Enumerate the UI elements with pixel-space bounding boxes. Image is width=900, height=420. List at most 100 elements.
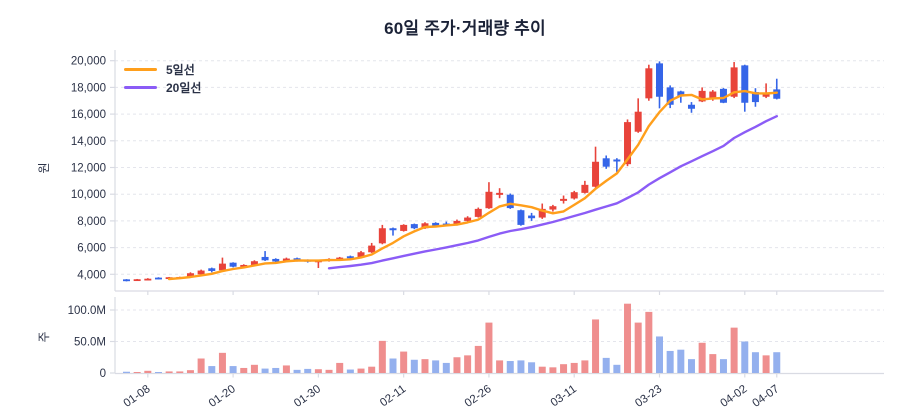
volume-bar (325, 369, 333, 373)
volume-bar (229, 366, 237, 373)
candle-down (229, 262, 237, 267)
volume-bar (240, 367, 248, 373)
ma20-line-swatch (124, 85, 157, 89)
volume-bar (368, 366, 376, 373)
volume-bar (410, 359, 418, 373)
ma20-legend-label: 20일선 (166, 80, 202, 95)
volume-bar (602, 357, 610, 373)
volume-bar (773, 352, 781, 373)
volume-bar (656, 336, 663, 373)
price-tick-label: 18,000 (71, 82, 106, 94)
x-axis-date-label: 04-02 (719, 383, 750, 410)
volume-bar (751, 352, 759, 373)
volume-tick-label: 0 (100, 368, 106, 380)
volume-bar (549, 367, 557, 373)
volume-bar (592, 319, 600, 373)
legend-item-ma20[interactable]: 20일선 (124, 78, 201, 96)
candle-up (378, 228, 386, 244)
volume-bar (421, 359, 429, 373)
price-tick-label: 4,000 (77, 269, 106, 281)
candle-up (197, 270, 205, 275)
price-tick-label: 6,000 (77, 243, 106, 255)
candle-up (186, 273, 194, 278)
volume-bar (250, 364, 258, 373)
volume-bar (154, 372, 162, 373)
volume-bar (314, 369, 322, 373)
candle-up (592, 161, 600, 187)
volume-bar (517, 360, 525, 373)
price-tick-label: 20,000 (71, 56, 106, 68)
volume-bar (762, 355, 770, 373)
candle-up (538, 208, 546, 218)
candle-down (613, 159, 621, 162)
volume-bar (144, 370, 152, 373)
candle-down (261, 256, 269, 261)
candle-up (453, 220, 461, 225)
candle-up (133, 279, 141, 282)
volume-bar (709, 354, 717, 373)
candle-up (730, 67, 738, 97)
volume-bar (698, 342, 706, 373)
candle-up (645, 68, 653, 99)
candle-up (496, 192, 504, 195)
candle-down (272, 258, 280, 262)
volume-bar (123, 371, 130, 373)
candle-up (282, 258, 290, 262)
candle-down (677, 91, 685, 97)
volume-bar (432, 360, 440, 373)
ma5-line (167, 89, 778, 281)
candle-down (410, 224, 418, 229)
price-tick-label: 8,000 (77, 216, 106, 228)
volume-axis-unit-label: 주 (37, 331, 51, 342)
candle-up (421, 223, 429, 229)
volume-bar (293, 369, 301, 373)
volume-tick-label: 100.0M (68, 305, 106, 317)
volume-bar (613, 364, 621, 373)
volume-bar (634, 322, 642, 373)
candle-up (400, 224, 408, 231)
x-axis-date-label: 01-08 (122, 383, 153, 410)
candle-up (368, 245, 376, 253)
volume-bar (357, 368, 365, 373)
volume-bar (400, 351, 408, 373)
volume-bar (581, 360, 589, 373)
volume-bar (346, 369, 354, 373)
volume-bar (528, 362, 536, 373)
chart-title: 60일 주가·거래량 추이 (384, 19, 546, 38)
price-tick-label: 12,000 (71, 163, 106, 175)
volume-bar (485, 322, 493, 373)
candle-down (506, 194, 514, 209)
volume-bar (133, 372, 141, 373)
volume-bar (474, 345, 482, 373)
candle-down (687, 104, 695, 109)
volume-bar (496, 360, 504, 373)
ma5-line-swatch (124, 67, 157, 71)
volume-bar (687, 359, 695, 373)
candle-up (581, 184, 589, 193)
x-axis-date-label: 01-20 (207, 383, 238, 410)
candle-up (634, 111, 642, 132)
candle-up (762, 92, 770, 97)
candle-up (357, 252, 365, 258)
candle-up (560, 198, 568, 201)
volume-bar (389, 358, 397, 373)
candle-down (773, 89, 781, 99)
ma20-line (327, 115, 778, 270)
candle-down (666, 87, 674, 105)
x-axis-date-label: 02-11 (378, 383, 408, 409)
volume-bar (645, 311, 653, 373)
volume-tick-label: 50.0M (74, 337, 106, 349)
chart-legend: 5일선 20일선 (124, 60, 201, 96)
legend-item-ma5[interactable]: 5일선 (124, 60, 201, 78)
x-axis-date-label: 02-26 (463, 383, 494, 410)
volume-bar (336, 362, 344, 373)
candle-up (336, 257, 344, 260)
volume-bar (560, 364, 568, 373)
volume-bar (442, 362, 450, 373)
volume-bar (304, 368, 312, 373)
volume-bar (666, 350, 674, 373)
candle-down (389, 228, 397, 231)
candle-down (432, 222, 440, 226)
